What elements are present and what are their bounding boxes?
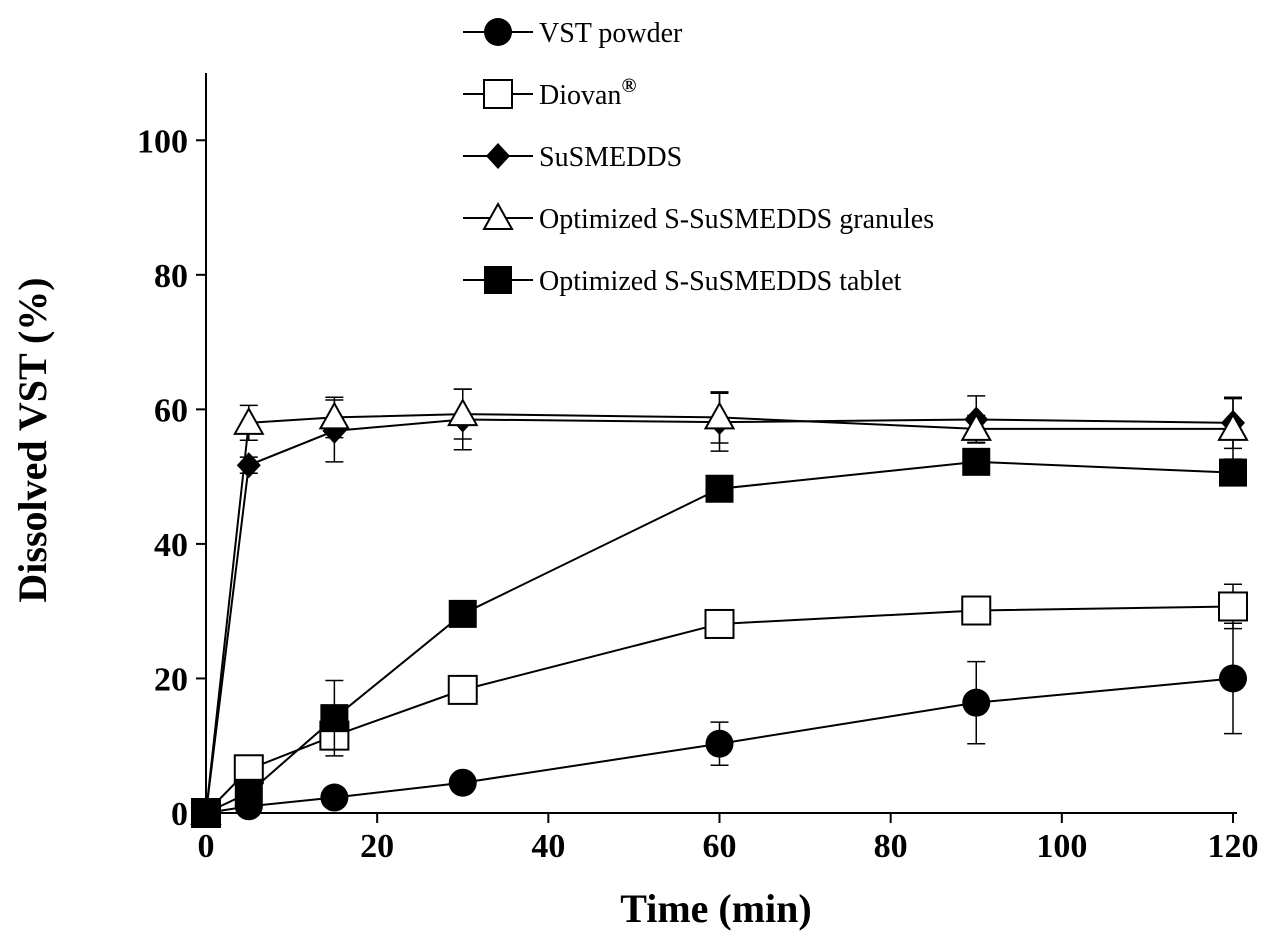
x-tick-label: 0 (198, 828, 215, 865)
legend: VST powder Diovan® SuSMEDDS Optimized S-SuS… (463, 18, 934, 297)
data-point (1218, 591, 1248, 622)
data-point (447, 674, 478, 705)
data-point (1219, 458, 1247, 487)
y-axis-title: Dissolved VST (%) (10, 277, 55, 602)
data-point (318, 401, 351, 430)
x-tick-label: 120 (1208, 828, 1259, 865)
data-point (448, 599, 477, 628)
legend-item-optimized-s-susmedds-tablet: Optimized S-SuSMEDDS tablet (463, 266, 902, 297)
data-point (233, 754, 264, 785)
axes: 0 20 40 60 80 100 0 20 40 60 80 100 120 (137, 73, 1259, 865)
y-tick-label: 40 (154, 527, 188, 564)
data-point (192, 799, 220, 827)
series-optimized-s-susmedds-granules (190, 388, 1249, 825)
data-point (486, 143, 510, 169)
legend-label: Optimized S-SuSMEDDS tablet (539, 266, 902, 297)
data-point (1217, 412, 1249, 441)
data-point (236, 452, 261, 479)
data-point (484, 266, 512, 294)
legend-label: Diovan® (539, 75, 636, 111)
legend-item-vst-powder: VST powder (463, 18, 683, 49)
legend-item-susmedds: SuSMEDDS (463, 142, 682, 173)
data-point (448, 768, 477, 797)
y-tick-label: 60 (154, 392, 188, 429)
data-point (320, 704, 349, 733)
data-point (482, 201, 514, 230)
data-point (320, 783, 349, 812)
series-optimized-s-susmedds-tablet (192, 447, 1247, 827)
data-point (447, 398, 479, 427)
data-point (703, 401, 736, 430)
data-point (962, 447, 991, 476)
y-tick-label: 80 (154, 258, 188, 295)
x-axis-title: Time (min) (620, 886, 811, 931)
data-point (960, 412, 992, 441)
x-tick-label: 80 (874, 828, 908, 865)
data-point (705, 729, 734, 758)
legend-label: VST powder (539, 18, 683, 49)
x-tick-label: 100 (1036, 828, 1087, 865)
legend-item-diovan: Diovan® (463, 75, 636, 111)
data-point (234, 778, 263, 807)
x-tick-label: 20 (360, 828, 394, 865)
legend-label-superscript: ® (621, 75, 636, 97)
y-tick-label: 100 (137, 123, 188, 160)
data-point (704, 608, 735, 639)
y-tick-label: 0 (171, 796, 188, 833)
series-vst-powder (192, 622, 1247, 827)
data-point (962, 688, 991, 717)
data-point (233, 406, 265, 435)
legend-item-optimized-s-susmedds-granules: Optimized S-SuSMEDDS granules (463, 201, 934, 235)
y-tick-label: 20 (154, 661, 188, 698)
x-tick-label: 60 (703, 828, 737, 865)
series-layer (190, 388, 1249, 828)
data-point (484, 18, 512, 46)
data-point (1219, 664, 1247, 693)
data-point (705, 474, 734, 503)
legend-label: Optimized S-SuSMEDDS granules (539, 204, 934, 235)
legend-label: SuSMEDDS (539, 142, 682, 173)
data-point (483, 79, 513, 109)
x-tick-label: 40 (531, 828, 565, 865)
data-point (961, 595, 992, 626)
